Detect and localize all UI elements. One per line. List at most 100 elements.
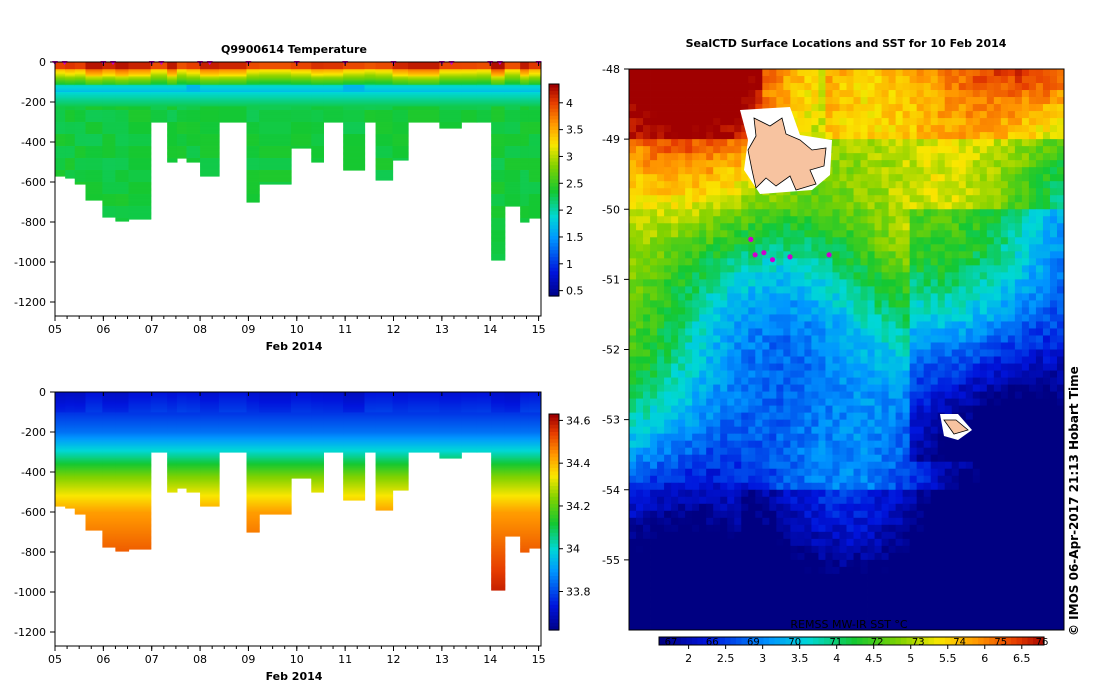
section-cell — [504, 173, 521, 176]
section-cell — [200, 488, 220, 490]
section-cell — [246, 396, 260, 399]
section-cell — [504, 168, 521, 171]
section-cell — [246, 470, 260, 472]
section-cell — [491, 130, 506, 133]
section-cell — [176, 449, 188, 452]
section-cell — [115, 537, 130, 539]
section-cell — [246, 75, 260, 77]
section-cell — [218, 435, 248, 437]
section-cell — [491, 233, 506, 236]
section-cell — [343, 423, 366, 425]
section-cell — [128, 77, 152, 80]
section-cell — [246, 189, 260, 191]
section-cell — [167, 106, 178, 109]
section-cell — [439, 66, 462, 69]
section-cell — [128, 400, 152, 403]
section-cell — [65, 141, 76, 143]
section-cell — [150, 446, 168, 448]
section-cell — [128, 478, 152, 481]
section-cell — [128, 545, 152, 548]
section-cell — [85, 407, 103, 410]
section-cell — [167, 159, 178, 161]
section-cell — [176, 477, 188, 479]
section-cell — [200, 437, 220, 440]
section-cell — [186, 64, 201, 67]
section-cell — [65, 122, 76, 124]
section-cell — [85, 510, 103, 513]
section-cell — [167, 63, 178, 65]
section-cell — [491, 160, 506, 163]
section-cell — [55, 154, 66, 157]
section-cell — [528, 102, 541, 105]
section-cell — [291, 413, 312, 416]
section-cell — [259, 183, 292, 185]
colorbar-swatch — [549, 168, 559, 173]
section-cell — [176, 111, 188, 113]
colorbar-swatch — [549, 228, 559, 233]
section-cell — [102, 502, 117, 505]
section-cell — [491, 116, 506, 118]
section-cell — [102, 518, 117, 520]
section-cell — [176, 120, 188, 123]
section-cell — [246, 411, 260, 413]
section-cell — [491, 228, 506, 231]
section-cell — [55, 74, 66, 76]
section-cell — [85, 461, 103, 464]
section-cell — [375, 406, 394, 409]
section-cell — [520, 105, 530, 107]
section-cell — [375, 134, 394, 136]
section-cell — [246, 468, 260, 471]
section-cell — [528, 100, 541, 103]
section-cell — [167, 65, 178, 68]
section-cell — [150, 84, 168, 87]
section-cell — [65, 436, 76, 439]
section-cell — [311, 447, 324, 449]
section-cell — [55, 489, 66, 491]
section-cell — [375, 492, 394, 495]
colorbar-swatch — [549, 105, 559, 110]
section-cell — [259, 508, 292, 511]
section-cell — [520, 116, 530, 118]
section-cell — [259, 422, 292, 424]
section-cell — [528, 105, 541, 107]
section-cell — [259, 104, 292, 106]
section-cell — [259, 462, 292, 465]
section-cell — [259, 131, 292, 134]
section-cell — [102, 70, 117, 73]
section-cell — [476, 81, 492, 83]
section-cell — [375, 438, 394, 441]
section-cell — [200, 119, 220, 122]
section-cell — [74, 417, 86, 419]
section-cell — [150, 113, 168, 116]
section-cell — [291, 434, 312, 436]
section-cell — [200, 404, 220, 406]
section-cell — [128, 176, 152, 178]
section-cell — [291, 98, 312, 100]
section-cell — [528, 69, 541, 71]
section-cell — [176, 452, 188, 454]
section-cell — [520, 77, 530, 80]
section-cell — [128, 106, 152, 109]
section-cell — [439, 76, 462, 79]
section-cell — [375, 138, 394, 141]
section-cell — [128, 468, 152, 471]
section-cell — [115, 64, 130, 67]
section-cell — [55, 462, 66, 465]
section-cell — [364, 436, 377, 439]
section-cell — [491, 126, 506, 129]
section-cell — [74, 123, 86, 125]
section-cell — [167, 137, 178, 140]
section-cell — [439, 107, 462, 110]
section-cell — [115, 536, 130, 538]
section-cell — [102, 545, 117, 548]
section-cell — [528, 177, 541, 179]
section-cell — [364, 92, 377, 94]
section-cell — [311, 106, 324, 109]
section-cell — [364, 417, 377, 419]
section-cell — [150, 81, 168, 83]
section-cell — [65, 458, 76, 460]
section-cell — [55, 435, 66, 437]
section-cell — [246, 117, 260, 119]
section-cell — [311, 483, 324, 485]
section-cell — [311, 114, 324, 117]
